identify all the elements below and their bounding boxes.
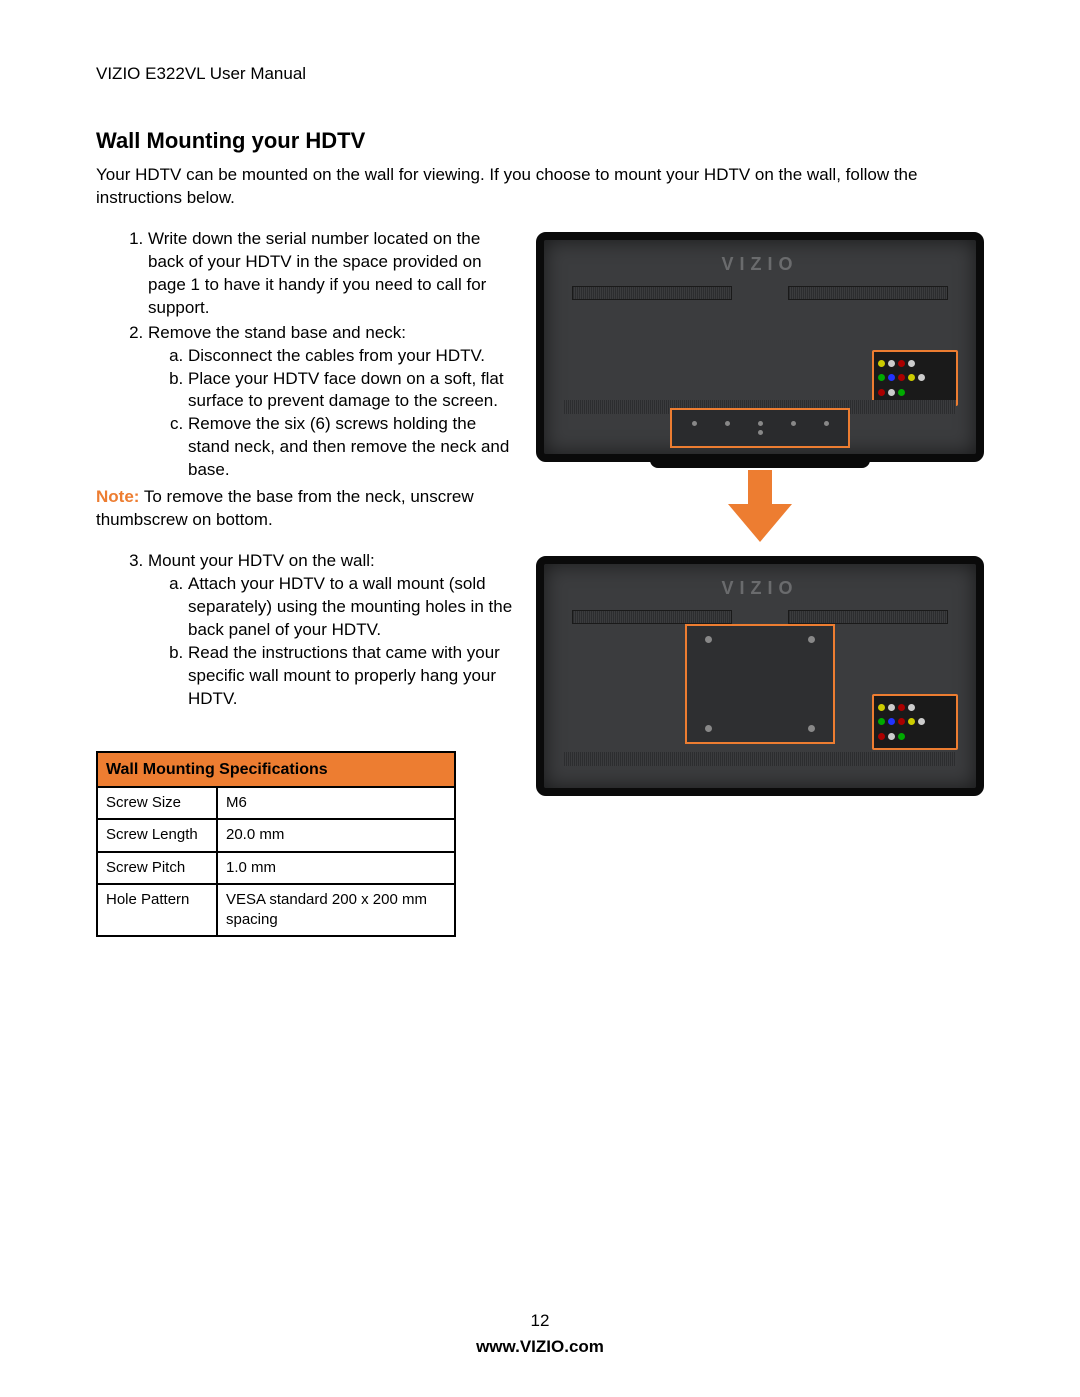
- step-3-text: Mount your HDTV on the wall:: [148, 551, 375, 570]
- io-panel-highlight: [872, 350, 958, 406]
- spec-value: 20.0 mm: [217, 819, 455, 851]
- step-2: Remove the stand base and neck: Disconne…: [148, 322, 516, 483]
- page-footer: 12 www.VIZIO.com: [0, 1311, 1080, 1357]
- vizio-logo: VIZIO: [721, 254, 798, 275]
- spec-table-title: Wall Mounting Specifications: [97, 752, 455, 788]
- vent-slot: [788, 286, 948, 300]
- note-label: Note:: [96, 487, 139, 506]
- step-3-sublist: Attach your HDTV to a wall mount (sold s…: [148, 573, 516, 711]
- step-2b: Place your HDTV face down on a soft, fla…: [188, 368, 516, 414]
- content-columns: Write down the serial number located on …: [96, 228, 984, 938]
- table-row: Hole Pattern VESA standard 200 x 200 mm …: [97, 884, 455, 937]
- table-row: Screw Length 20.0 mm: [97, 819, 455, 851]
- section-heading: Wall Mounting your HDTV: [96, 128, 984, 154]
- table-row: Screw Pitch 1.0 mm: [97, 852, 455, 884]
- page-number: 12: [0, 1311, 1080, 1331]
- step-2-sublist: Disconnect the cables from your HDTV. Pl…: [148, 345, 516, 483]
- spec-label: Screw Pitch: [97, 852, 217, 884]
- step-2-text: Remove the stand base and neck:: [148, 323, 406, 342]
- spec-label: Screw Length: [97, 819, 217, 851]
- note-block: Note: To remove the base from the neck, …: [96, 486, 516, 532]
- note-text: To remove the base from the neck, unscre…: [96, 487, 474, 529]
- vent-slot: [572, 286, 732, 300]
- stand-base: [650, 454, 870, 468]
- step-2c: Remove the six (6) screws holding the st…: [188, 413, 516, 482]
- document-header: VIZIO E322VL User Manual: [96, 64, 984, 84]
- vent-slot: [788, 610, 948, 624]
- step-3a: Attach your HDTV to a wall mount (sold s…: [188, 573, 516, 642]
- step-1: Write down the serial number located on …: [148, 228, 516, 320]
- tv-back-with-stand-illustration: VIZIO: [536, 232, 984, 462]
- instruction-list-continued: Mount your HDTV on the wall: Attach your…: [96, 550, 516, 711]
- spec-label: Screw Size: [97, 787, 217, 819]
- tv-back-vesa-illustration: VIZIO: [536, 556, 984, 796]
- manual-page: VIZIO E322VL User Manual Wall Mounting y…: [0, 0, 1080, 977]
- stand-neck-highlight: [670, 408, 850, 448]
- io-panel-highlight: [872, 694, 958, 750]
- spec-value: VESA standard 200 x 200 mm spacing: [217, 884, 455, 937]
- spec-label: Hole Pattern: [97, 884, 217, 937]
- step-2a: Disconnect the cables from your HDTV.: [188, 345, 516, 368]
- step-3: Mount your HDTV on the wall: Attach your…: [148, 550, 516, 711]
- vizio-logo: VIZIO: [721, 578, 798, 599]
- vent-slot: [572, 610, 732, 624]
- table-row: Screw Size M6: [97, 787, 455, 819]
- spec-value: M6: [217, 787, 455, 819]
- spec-table: Wall Mounting Specifications Screw Size …: [96, 751, 456, 938]
- spec-value: 1.0 mm: [217, 852, 455, 884]
- illustration-column: VIZIO VIZIO: [536, 228, 984, 938]
- speaker-grille: [564, 752, 956, 766]
- instructions-column: Write down the serial number located on …: [96, 228, 516, 938]
- instruction-list: Write down the serial number located on …: [96, 228, 516, 482]
- footer-website: www.VIZIO.com: [0, 1337, 1080, 1357]
- arrow-down-icon: [720, 470, 800, 542]
- step-3b: Read the instructions that came with you…: [188, 642, 516, 711]
- vesa-mount-highlight: [685, 624, 835, 744]
- section-intro: Your HDTV can be mounted on the wall for…: [96, 164, 984, 210]
